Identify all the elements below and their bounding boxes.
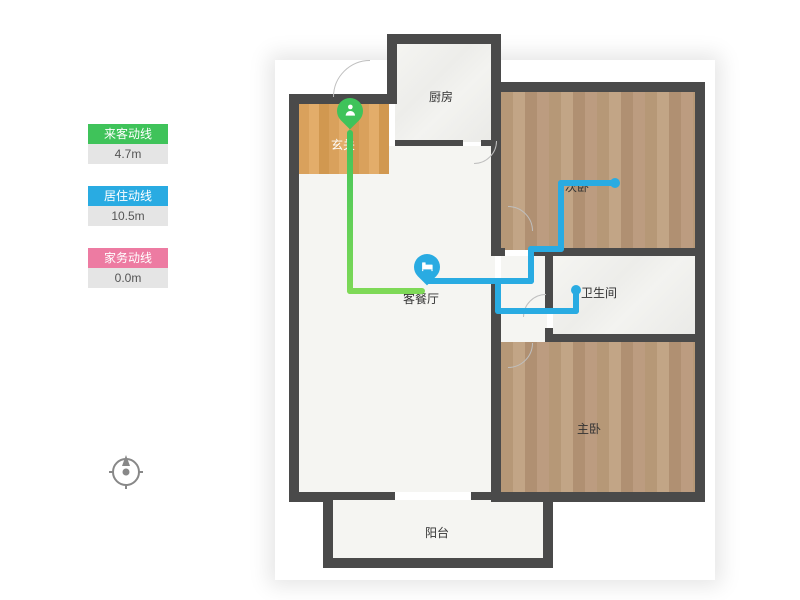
legend-housework-value: 0.0m [88,268,168,288]
bed-icon [420,259,434,276]
person-marker [337,98,363,132]
room-kitchen [395,42,491,142]
floorplan: 厨房 玄关 次卧 客餐厅 卫生间 主卧 阳台 [275,20,715,580]
legend-living: 居住动线 10.5m [88,186,168,226]
guest-path-seg [347,130,353,294]
living-path-seg [558,180,614,186]
person-icon [343,103,357,120]
guest-path-seg [347,288,425,294]
legend: 来客动线 4.7m 居住动线 10.5m 家务动线 0.0m [88,124,168,310]
room-master-bed [501,342,695,492]
legend-guest: 来客动线 4.7m [88,124,168,164]
living-path-seg [424,278,534,284]
legend-living-value: 10.5m [88,206,168,226]
bed-marker [414,254,440,288]
living-path-end [610,178,620,188]
living-path-seg [558,180,564,252]
legend-living-label: 居住动线 [88,186,168,206]
room-living [299,174,495,492]
compass [108,454,144,493]
legend-housework-label: 家务动线 [88,248,168,268]
living-path-end [571,285,581,295]
living-path-seg [495,308,579,314]
legend-guest-label: 来客动线 [88,124,168,144]
legend-housework: 家务动线 0.0m [88,248,168,288]
legend-guest-value: 4.7m [88,144,168,164]
room-balcony [333,500,543,558]
